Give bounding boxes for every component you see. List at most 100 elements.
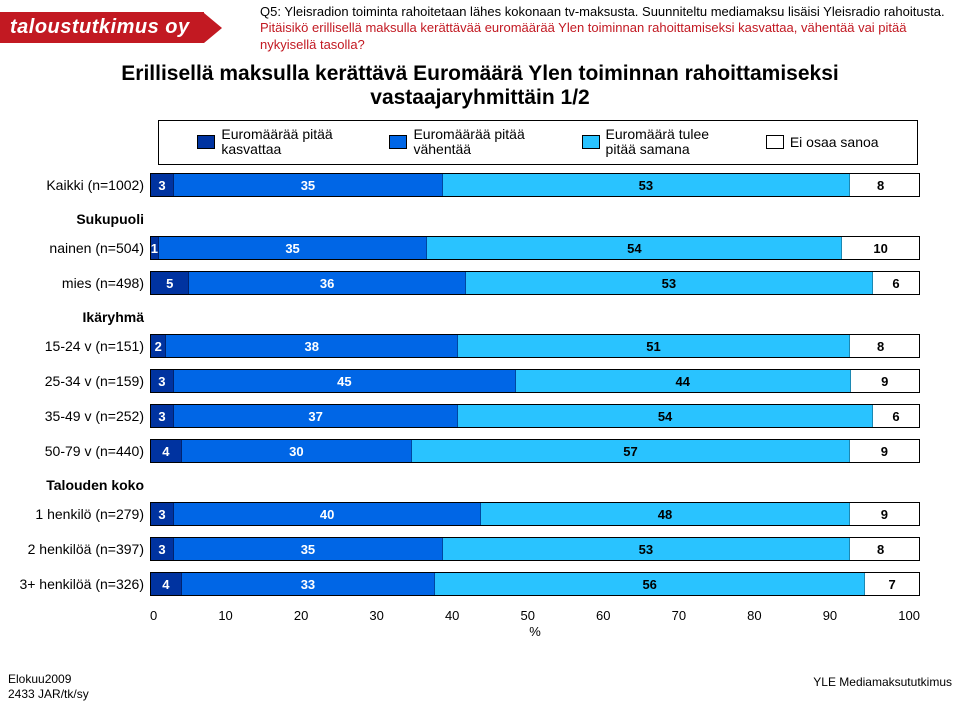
legend-label: Ei osaa sanoa [790, 135, 879, 150]
bar-track: 430579 [150, 439, 920, 463]
bar-segment: 37 [174, 405, 458, 427]
chart-row: 50-79 v (n=440)430579 [0, 436, 960, 466]
bar-segment: 40 [174, 503, 481, 525]
legend-swatch [582, 135, 600, 149]
bar-segment: 35 [174, 538, 443, 560]
row-label: 2 henkilöä (n=397) [0, 541, 150, 557]
chart-row: 35-49 v (n=252)337546 [0, 401, 960, 431]
bar-track: 1355410 [150, 236, 920, 260]
bar-segment: 44 [516, 370, 851, 392]
row-label: mies (n=498) [0, 275, 150, 291]
bar-segment: 54 [427, 237, 842, 259]
axis-tick: 90 [823, 608, 837, 623]
bar-segment: 9 [851, 370, 919, 392]
bar-segment: 53 [443, 538, 850, 560]
bar-segment: 57 [412, 440, 850, 462]
row-label: 25-34 v (n=159) [0, 373, 150, 389]
title-line1: Erillisellä maksulla kerättävä Euromäärä… [121, 62, 838, 85]
row-label: Kaikki (n=1002) [0, 177, 150, 193]
logo-text: taloustutkimus oy [0, 12, 204, 43]
bar-segment: 35 [174, 174, 443, 196]
legend-swatch [197, 135, 215, 149]
bar-segment: 9 [850, 440, 919, 462]
bar-segment: 6 [873, 272, 919, 294]
chart-title: Erillisellä maksulla kerättävä Euromäärä… [0, 62, 960, 110]
chart-row: 25-34 v (n=159)345449 [0, 366, 960, 396]
chart-row: 2 henkilöä (n=397)335538 [0, 534, 960, 564]
bar-segment: 4 [151, 573, 182, 595]
chart-row: Kaikki (n=1002)335538 [0, 170, 960, 200]
bar-track: 335538 [150, 537, 920, 561]
row-label: 3+ henkilöä (n=326) [0, 576, 150, 592]
bar-segment: 36 [189, 272, 465, 294]
axis-tick: 60 [596, 608, 610, 623]
group-label: Ikäryhmä [0, 303, 150, 331]
row-label: 15-24 v (n=151) [0, 338, 150, 354]
bar-segment: 30 [182, 440, 412, 462]
chart-row: 15-24 v (n=151)238518 [0, 331, 960, 361]
chart-area: Kaikki (n=1002)335538Sukupuolinainen (n=… [0, 170, 960, 604]
row-label: nainen (n=504) [0, 240, 150, 256]
legend-label: Euromäärä tuleepitää samana [606, 127, 710, 158]
bar-segment: 3 [151, 370, 174, 392]
bar-segment: 8 [850, 335, 911, 357]
bar-segment: 45 [174, 370, 516, 392]
bar-segment: 38 [166, 335, 458, 357]
bar-segment: 9 [850, 503, 919, 525]
header-line1: Q5: Yleisradion toiminta rahoitetaan läh… [260, 4, 945, 19]
legend: Euromäärää pitääkasvattaaEuromäärää pitä… [158, 120, 918, 165]
axis-tick: 50 [521, 608, 535, 623]
bar-segment: 48 [481, 503, 850, 525]
bar-segment: 35 [159, 237, 428, 259]
row-label: 1 henkilö (n=279) [0, 506, 150, 522]
bar-segment: 2 [151, 335, 166, 357]
axis-tick: 70 [672, 608, 686, 623]
legend-item: Euromäärä tuleepitää samana [582, 127, 710, 158]
chart-row: mies (n=498)536536 [0, 268, 960, 298]
logo-arrow-icon [204, 13, 222, 43]
bar-segment: 3 [151, 405, 174, 427]
bar-segment: 4 [151, 440, 182, 462]
chart-row: 3+ henkilöä (n=326)433567 [0, 569, 960, 599]
footer-date: Elokuu2009 [8, 672, 71, 686]
axis-tick: 20 [294, 608, 308, 623]
footer-right: YLE Mediamaksututkimus [813, 675, 952, 689]
chart-row: 1 henkilö (n=279)340489 [0, 499, 960, 529]
bar-segment: 54 [458, 405, 873, 427]
bar-track: 433567 [150, 572, 920, 596]
bar-segment: 3 [151, 174, 174, 196]
bar-segment: 8 [850, 174, 911, 196]
logo: taloustutkimus oy [0, 12, 222, 43]
bar-segment: 53 [466, 272, 873, 294]
axis-tick: 80 [747, 608, 761, 623]
axis-tick: 40 [445, 608, 459, 623]
row-label: 50-79 v (n=440) [0, 443, 150, 459]
bar-segment: 8 [850, 538, 911, 560]
bar-track: 536536 [150, 271, 920, 295]
bar-segment: 1 [151, 237, 159, 259]
legend-item: Ei osaa sanoa [766, 135, 879, 150]
bar-track: 238518 [150, 334, 920, 358]
legend-swatch [766, 135, 784, 149]
bar-segment: 51 [458, 335, 850, 357]
bar-segment: 3 [151, 503, 174, 525]
footer-left: Elokuu2009 2433 JAR/tk/sy [8, 672, 89, 701]
axis-tick: 10 [218, 608, 232, 623]
bar-segment: 3 [151, 538, 174, 560]
bar-track: 337546 [150, 404, 920, 428]
bar-segment: 33 [182, 573, 435, 595]
legend-item: Euromäärää pitäävähentää [389, 127, 524, 158]
header-question: Q5: Yleisradion toiminta rahoitetaan läh… [260, 4, 954, 53]
axis-tick: 0 [150, 608, 157, 623]
legend-label: Euromäärää pitäävähentää [413, 127, 524, 158]
header-line2: Pitäisikö erillisellä maksulla kerättävä… [260, 20, 906, 51]
footer-ref: 2433 JAR/tk/sy [8, 687, 89, 701]
bar-segment: 56 [435, 573, 865, 595]
x-axis-label: % [150, 624, 920, 639]
bar-segment: 6 [873, 405, 919, 427]
row-label: 35-49 v (n=252) [0, 408, 150, 424]
axis-tick: 100 [898, 608, 920, 623]
bar-track: 335538 [150, 173, 920, 197]
chart-row: nainen (n=504)1355410 [0, 233, 960, 263]
bar-track: 345449 [150, 369, 920, 393]
